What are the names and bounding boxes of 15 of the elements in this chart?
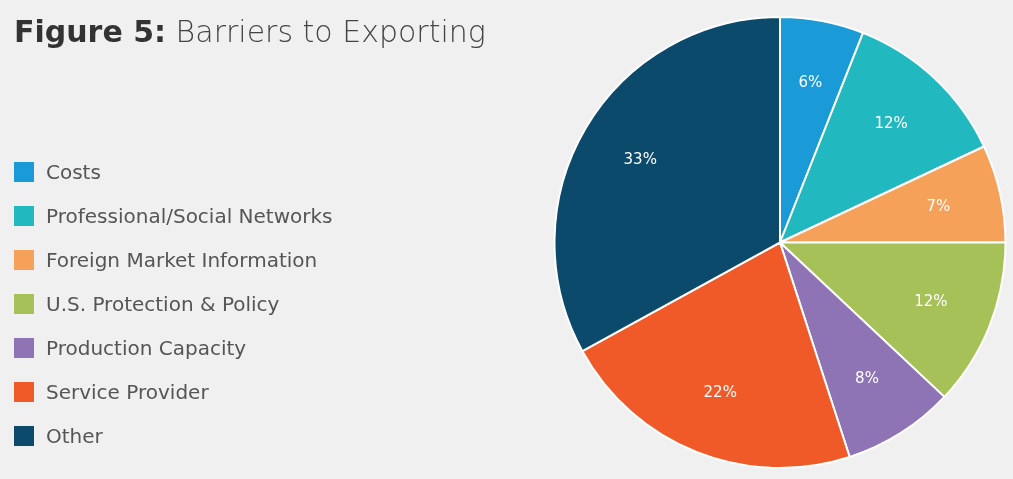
legend-label: Production Capacity — [46, 336, 247, 360]
data-label: 6% — [798, 72, 823, 91]
legend-label: Service Provider — [46, 380, 209, 404]
legend-label: U.S. Protection & Policy — [46, 292, 280, 316]
data-label: 12% — [874, 114, 908, 133]
data-label: 8% — [855, 369, 879, 388]
data-label: 7% — [926, 196, 951, 215]
data-label: 22% — [703, 383, 737, 402]
legend-label: Foreign Market Information — [46, 248, 318, 272]
chart-title: Figure 5: Barriers to Exporting — [14, 14, 486, 49]
data-label: 12% — [914, 292, 948, 311]
legend-label: Other — [46, 424, 103, 448]
legend-label: Professional/Social Networks — [46, 204, 333, 228]
data-label: 33% — [623, 149, 657, 168]
legend-label: Costs — [46, 160, 101, 184]
